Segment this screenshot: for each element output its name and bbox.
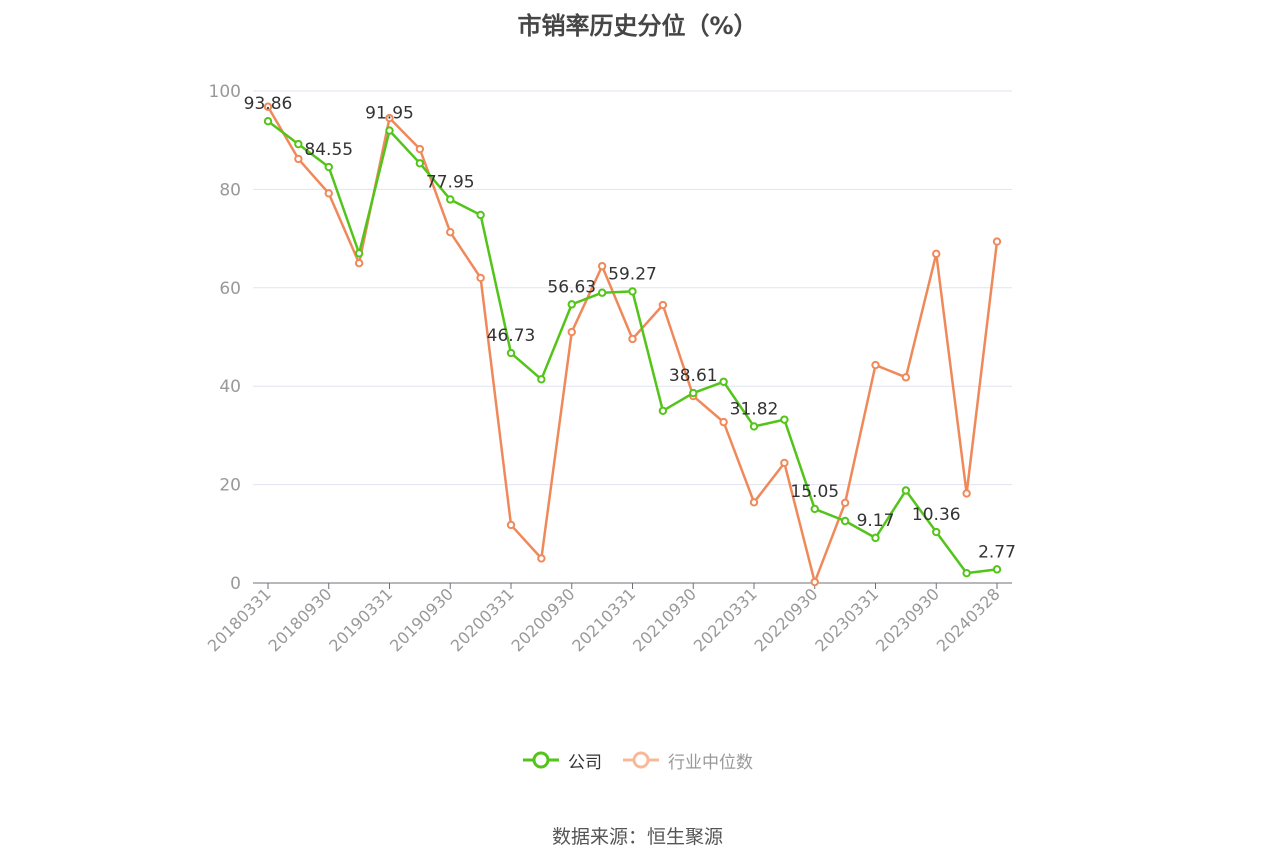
data-point xyxy=(324,162,333,172)
data-label: 91.95 xyxy=(365,104,414,124)
data-label: 9.17 xyxy=(857,511,895,531)
x-tick-label: 20210331 xyxy=(568,584,639,655)
x-tick-label: 20230331 xyxy=(811,584,882,655)
data-point xyxy=(780,415,789,424)
x-tick-label: 20180331 xyxy=(204,584,275,655)
data-point xyxy=(385,126,394,135)
legend-item-industry-median[interactable]: 行业中位数 xyxy=(622,748,753,773)
x-tick-label: 20190930 xyxy=(386,584,457,655)
data-point xyxy=(415,159,425,168)
legend-item-company[interactable]: 公司 xyxy=(522,748,602,773)
data-point xyxy=(932,527,941,537)
x-tick-label: 20230930 xyxy=(872,584,943,655)
x-tick-label: 20190331 xyxy=(325,584,396,655)
data-point xyxy=(415,144,425,154)
data-point xyxy=(749,498,759,507)
legend-label-industry-median: 行业中位数 xyxy=(668,752,753,773)
series-layer xyxy=(263,102,1002,587)
data-point xyxy=(294,139,303,149)
x-tick-label: 20200930 xyxy=(508,584,579,655)
x-axis: 2018033120180930201903312019093020200331… xyxy=(204,582,1012,655)
chart-title: 市销率历史分位（%） xyxy=(517,12,758,40)
data-point xyxy=(446,195,455,204)
x-tick-label: 20240328 xyxy=(933,584,1004,655)
y-tick-label: 100 xyxy=(209,82,241,102)
data-point xyxy=(992,565,1002,574)
x-tick-label: 20220930 xyxy=(751,584,822,655)
data-label: 56.63 xyxy=(547,277,596,297)
data-point xyxy=(354,259,364,268)
legend-marker-company-icon xyxy=(523,751,559,769)
x-tick-label: 20210930 xyxy=(629,584,700,655)
x-tick-label: 20220331 xyxy=(690,584,761,655)
y-tick-label: 20 xyxy=(219,476,241,496)
data-label: 46.73 xyxy=(487,326,536,346)
data-source-note: 数据来源：恒生聚源 xyxy=(551,826,723,848)
data-point xyxy=(749,422,759,431)
data-point xyxy=(719,377,728,386)
y-tick-label: 0 xyxy=(230,574,241,594)
data-label: 31.82 xyxy=(730,399,779,419)
data-point xyxy=(263,102,273,111)
data-point xyxy=(810,577,819,587)
data-point xyxy=(354,249,364,258)
data-point xyxy=(840,516,850,526)
y-axis: 0 20 40 60 80 100 xyxy=(209,82,241,594)
data-point xyxy=(567,327,576,337)
data-point xyxy=(567,300,576,309)
data-label: 10.36 xyxy=(912,505,961,525)
data-point xyxy=(871,533,880,543)
data-label: 84.55 xyxy=(304,140,353,160)
data-point xyxy=(901,373,911,382)
data-point xyxy=(658,300,668,310)
data-point xyxy=(962,489,971,498)
data-point xyxy=(628,334,637,344)
data-point xyxy=(476,273,485,283)
data-label: 59.27 xyxy=(608,264,657,284)
data-point xyxy=(263,117,273,126)
data-point xyxy=(810,504,819,514)
data-point xyxy=(324,189,333,198)
data-point xyxy=(476,210,485,220)
data-label: 2.77 xyxy=(978,542,1016,562)
data-point xyxy=(506,348,516,358)
legend-marker-industry-median-icon xyxy=(623,751,659,769)
data-point xyxy=(689,388,698,398)
data-point xyxy=(719,417,728,427)
data-point xyxy=(871,360,880,370)
data-point xyxy=(992,237,1002,246)
data-point xyxy=(506,520,516,530)
data-point xyxy=(932,249,941,259)
data-label-layer: 93.86 84.55 91.95 77.95 46.73 56.63 59.27 38.61… xyxy=(244,94,1016,562)
legend-label-company: 公司 xyxy=(568,752,602,773)
data-point xyxy=(294,154,303,164)
data-label: 93.86 xyxy=(244,94,293,114)
data-point xyxy=(780,458,789,468)
data-point xyxy=(597,288,607,297)
x-tick-label: 20180930 xyxy=(265,584,336,655)
data-point xyxy=(597,261,607,271)
data-point xyxy=(446,228,455,237)
y-tick-label: 80 xyxy=(219,180,241,200)
data-point xyxy=(962,568,971,578)
data-point xyxy=(385,113,394,123)
data-point xyxy=(537,554,546,563)
data-point xyxy=(658,406,668,415)
data-point xyxy=(628,287,637,296)
data-point xyxy=(901,486,911,495)
data-point xyxy=(537,375,546,384)
data-point xyxy=(840,498,850,508)
data-label: 15.05 xyxy=(790,482,839,502)
legend: 公司 行业中位数 xyxy=(0,746,1275,774)
data-label: 77.95 xyxy=(426,172,475,192)
x-tick-label: 20200331 xyxy=(447,584,518,655)
y-tick-label: 60 xyxy=(219,279,241,299)
data-label: 38.61 xyxy=(669,366,718,386)
y-tick-label: 40 xyxy=(219,377,241,397)
